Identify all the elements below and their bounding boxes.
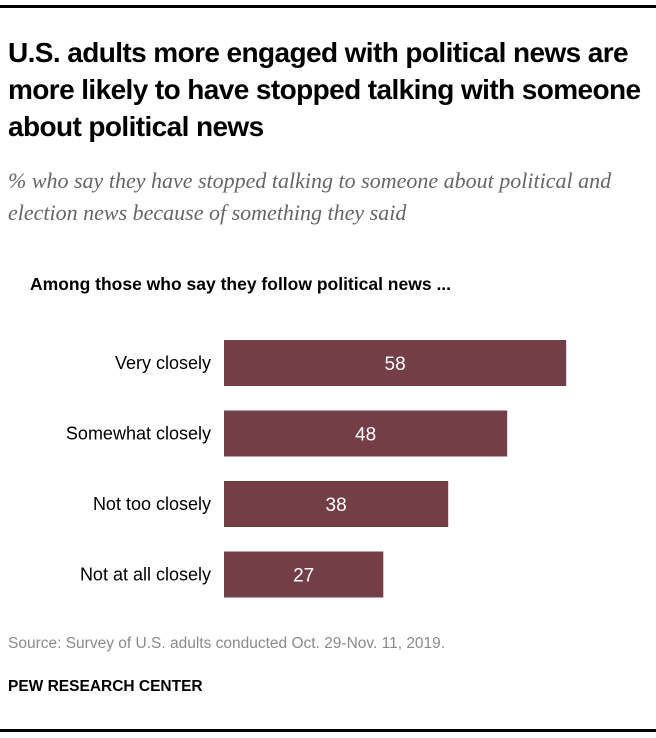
organization-logo-text: PEW RESEARCH CENTER	[8, 678, 203, 695]
source-note: Source: Survey of U.S. adults conducted …	[8, 635, 446, 652]
category-label: Not at all closely	[80, 565, 211, 585]
bottom-rule	[0, 729, 656, 732]
value-label: 38	[326, 495, 347, 516]
bar	[224, 410, 508, 457]
top-rule	[0, 5, 656, 8]
category-label: Very closely	[115, 353, 211, 373]
value-label: 58	[385, 354, 406, 375]
bar-chart: Very closely 58 Somewhat closely 48 Not too …	[66, 340, 567, 598]
category-label: Not too closely	[93, 494, 211, 514]
group-label: Among those who say they follow politica…	[30, 274, 452, 294]
bar	[224, 481, 449, 527]
bar	[224, 340, 567, 386]
chart-subtitle: % who say they have stopped talking to s…	[8, 168, 612, 225]
category-label: Somewhat closely	[66, 424, 211, 444]
value-label: 48	[355, 425, 376, 446]
bar	[224, 551, 384, 598]
chart-title: U.S. adults more engaged with political …	[8, 37, 641, 142]
value-label: 27	[293, 566, 314, 587]
